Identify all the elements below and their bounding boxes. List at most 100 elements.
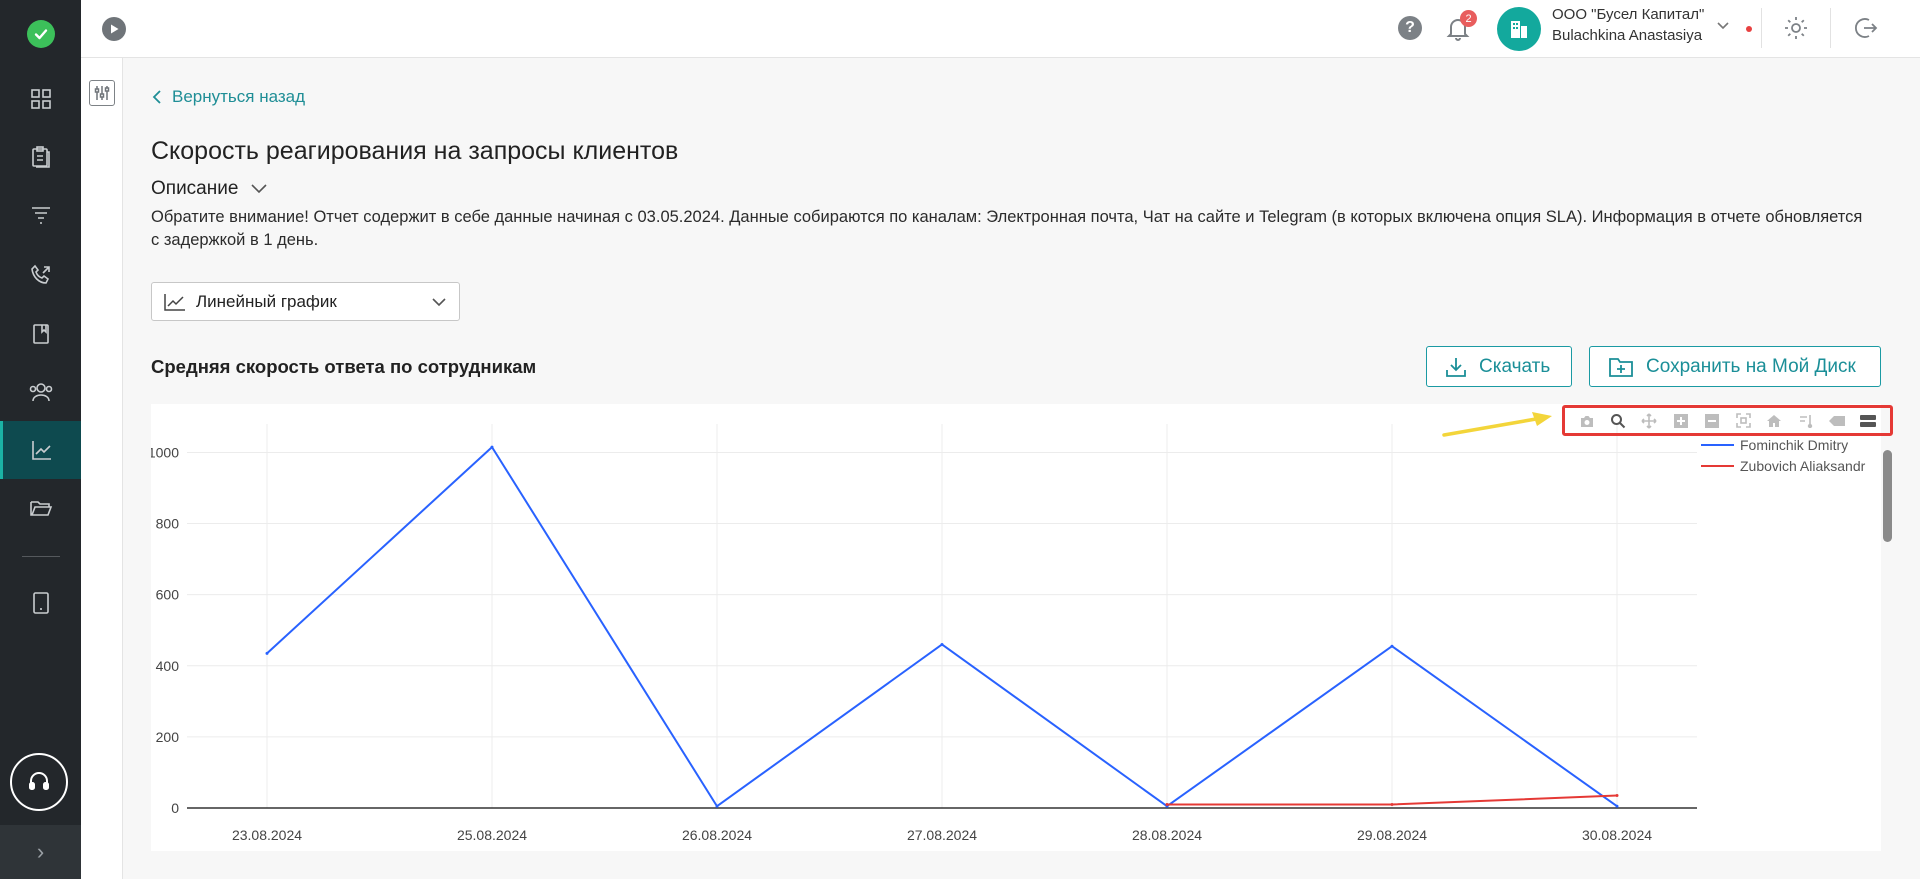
phone-icon xyxy=(30,264,50,284)
data-point xyxy=(265,651,269,655)
data-point xyxy=(490,445,494,449)
home-icon[interactable] xyxy=(1766,413,1782,429)
y-tick-label: 0 xyxy=(171,800,179,816)
user-name[interactable]: Bulachkina Anastasiya xyxy=(1552,27,1703,44)
sidebar-item-funnel[interactable] xyxy=(0,187,81,245)
legend-label: Zubovich Aliaksandr xyxy=(1740,457,1866,474)
save-to-disk-label: Сохранить на Мой Диск xyxy=(1646,355,1856,377)
camera-icon[interactable] xyxy=(1579,413,1595,429)
notification-badge: 2 xyxy=(1460,10,1477,27)
y-tick-label: 800 xyxy=(156,516,180,532)
hover-closest-icon[interactable] xyxy=(1829,413,1846,429)
company-name[interactable]: ООО "Бусел Капитал" xyxy=(1552,6,1705,23)
top-header: ? 2 ООО "Бусел Капитал" Bulachkina Anast… xyxy=(81,0,1920,58)
sidebar-item-tasks[interactable] xyxy=(0,128,81,186)
legend-swatch xyxy=(1701,464,1734,467)
sidebar-item-analytics[interactable] xyxy=(0,421,81,479)
legend-item[interactable]: Zubovich Aliaksandr xyxy=(1701,455,1865,476)
header-divider xyxy=(1761,8,1762,48)
description-toggle-label: Описание xyxy=(151,178,239,199)
pan-icon[interactable] xyxy=(1641,412,1657,429)
y-tick-label: 400 xyxy=(156,658,180,674)
data-point xyxy=(1165,802,1169,806)
page-title: Скорость реагирования на запросы клиенто… xyxy=(151,137,679,165)
support-button[interactable] xyxy=(10,753,68,811)
save-to-disk-button[interactable]: Сохранить на Мой Диск xyxy=(1589,346,1881,387)
chart-modebar xyxy=(1562,405,1893,436)
data-point xyxy=(1615,794,1619,798)
spike-lines-icon[interactable] xyxy=(1798,413,1814,429)
data-point xyxy=(940,642,944,646)
autoscale-icon[interactable] xyxy=(1735,413,1751,429)
header-divider xyxy=(1830,8,1831,48)
dashboard-icon xyxy=(30,89,51,109)
help-button[interactable]: ? xyxy=(1398,16,1422,40)
x-tick-label: 25.08.2024 xyxy=(457,827,527,843)
x-tick-label: 26.08.2024 xyxy=(682,827,752,843)
data-point xyxy=(1615,804,1619,808)
chevron-down-icon xyxy=(432,297,446,306)
zoom-icon[interactable] xyxy=(1610,413,1626,429)
sidebar-item-calls[interactable] xyxy=(0,246,81,304)
chart-type-value: Линейный график xyxy=(196,291,337,311)
sliders-icon xyxy=(94,86,110,100)
legend-item[interactable]: Fominchik Dmitry xyxy=(1701,434,1865,455)
legend-label: Fominchik Dmitry xyxy=(1740,436,1849,453)
back-link-label: Вернуться назад xyxy=(172,87,306,106)
main-sidebar: › xyxy=(0,0,81,879)
line-chart-icon xyxy=(164,293,185,311)
y-tick-label: 600 xyxy=(156,587,180,603)
status-dot xyxy=(1746,26,1752,32)
description-text: Обратите внимание! Отчет содержит в себе… xyxy=(151,208,1863,249)
download-button[interactable]: Скачать xyxy=(1426,346,1572,387)
sidebar-item-contacts[interactable] xyxy=(0,363,81,421)
data-point xyxy=(715,804,719,808)
hover-compare-icon[interactable] xyxy=(1860,413,1877,429)
question-icon: ? xyxy=(1405,19,1415,36)
logout-icon[interactable] xyxy=(1853,15,1879,41)
chart-section-title: Средняя скорость ответа по сотрудникам xyxy=(151,356,537,377)
zoom-in-icon[interactable] xyxy=(1673,413,1689,429)
zoom-out-icon[interactable] xyxy=(1704,413,1720,429)
filter-toggle-button[interactable] xyxy=(89,80,115,106)
legend-scrollbar[interactable] xyxy=(1883,450,1892,542)
x-tick-label: 29.08.2024 xyxy=(1357,827,1427,843)
folder-icon xyxy=(29,501,52,516)
x-tick-label: 27.08.2024 xyxy=(907,827,977,843)
chevron-right-icon: › xyxy=(36,839,45,864)
description-toggle[interactable]: Описание xyxy=(151,178,268,200)
sidebar-item-mobile[interactable] xyxy=(0,574,81,632)
x-tick-label: 30.08.2024 xyxy=(1582,827,1652,843)
annotation-arrow xyxy=(1442,412,1552,437)
building-icon xyxy=(1511,21,1527,38)
analytics-icon xyxy=(32,441,51,460)
headset-icon xyxy=(29,772,49,790)
sidebar-item-files[interactable] xyxy=(0,479,81,537)
gear-icon[interactable] xyxy=(1783,15,1809,41)
data-point xyxy=(1390,802,1394,806)
chart-card: 0 200 400 600 800 1000 23.08.2024 25.08.2024 26.… xyxy=(151,404,1893,851)
back-link[interactable]: Вернуться назад xyxy=(152,87,305,107)
play-icon xyxy=(111,24,119,34)
line-chart[interactable]: 0 200 400 600 800 1000 23.08.2024 25.08.2024 26.… xyxy=(151,404,1881,851)
folder-plus-icon xyxy=(1609,357,1633,377)
y-tick-label: 1000 xyxy=(151,444,179,460)
chevron-left-icon xyxy=(152,90,161,104)
book-icon xyxy=(32,324,49,344)
play-button[interactable] xyxy=(102,17,126,41)
company-avatar[interactable] xyxy=(1497,7,1541,51)
y-tick-label: 200 xyxy=(156,729,180,745)
clipboard-icon xyxy=(31,146,50,168)
chevron-down-icon xyxy=(251,184,267,194)
expand-sidebar-button[interactable]: › xyxy=(0,825,81,879)
download-button-label: Скачать xyxy=(1479,355,1551,377)
chevron-down-icon[interactable] xyxy=(1716,18,1730,32)
tablet-icon xyxy=(32,592,49,614)
chart-type-select[interactable]: Линейный график xyxy=(151,282,460,321)
x-tick-label: 28.08.2024 xyxy=(1132,827,1202,843)
sidebar-item-knowledge[interactable] xyxy=(0,305,81,363)
sidebar-item-dashboard[interactable] xyxy=(0,70,81,128)
status-check-icon[interactable] xyxy=(27,20,55,48)
data-point xyxy=(1390,644,1394,648)
download-icon xyxy=(1446,357,1466,377)
